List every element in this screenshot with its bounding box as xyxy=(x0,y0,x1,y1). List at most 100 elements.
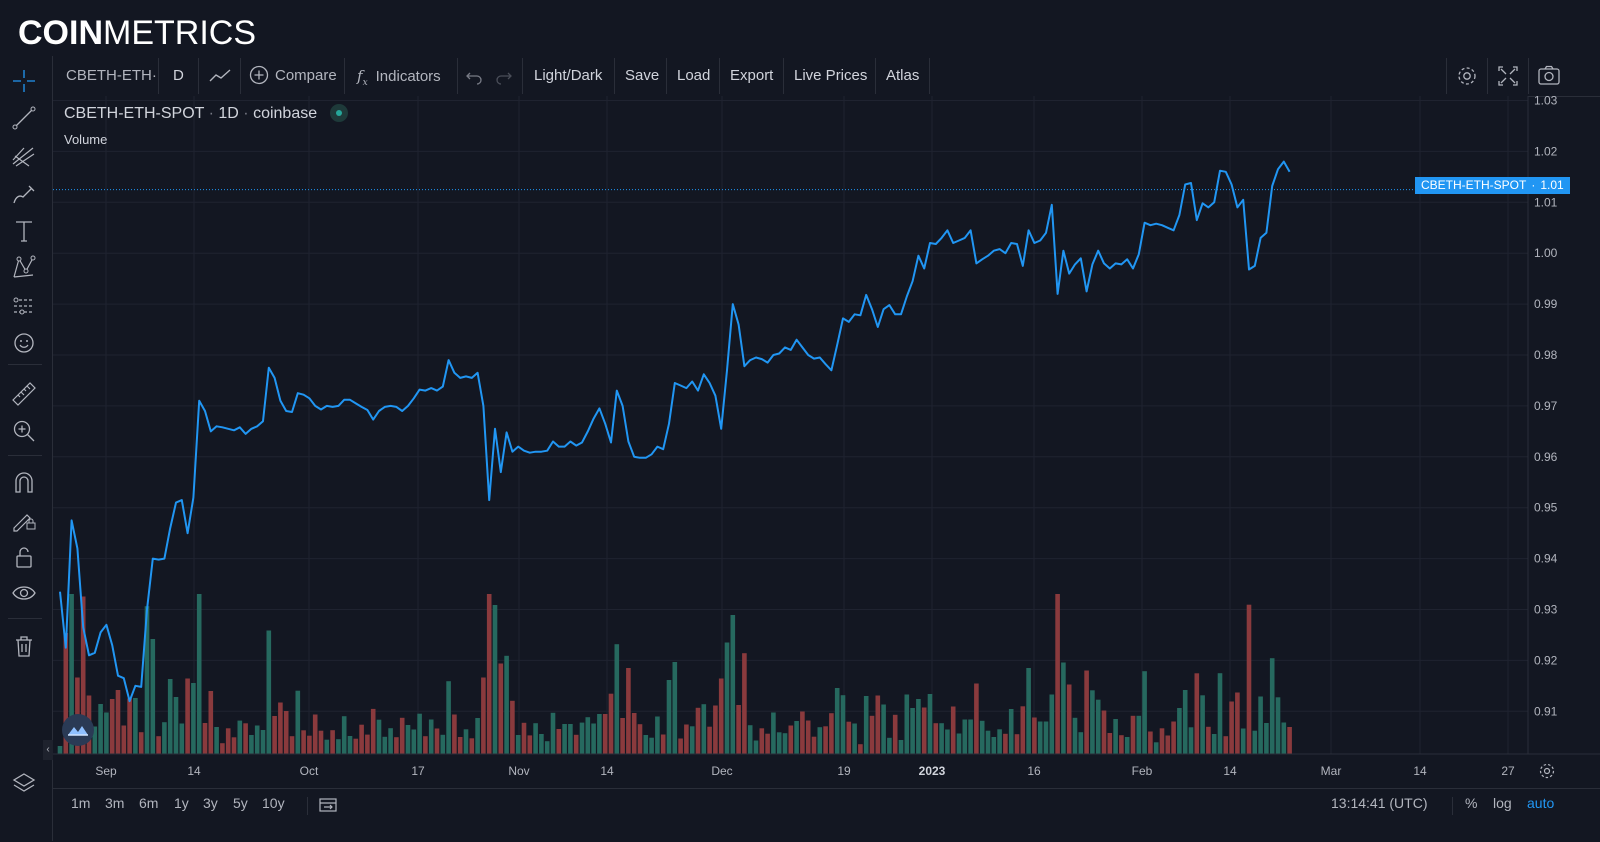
range-10y[interactable]: 10y xyxy=(262,795,285,811)
toolbar-divider xyxy=(1446,58,1447,94)
volume-bar xyxy=(782,733,788,754)
time-tick-label: 16 xyxy=(1027,764,1041,778)
toolbar-divider xyxy=(666,58,667,94)
volume-bar xyxy=(330,730,335,754)
volume-bar xyxy=(1206,726,1211,754)
percent-scale-toggle[interactable]: % xyxy=(1465,795,1478,811)
volume-bar xyxy=(1043,721,1049,754)
time-axis[interactable]: Sep 14 Oct 17 Nov 14 Dec 19 2023 16 Feb 14 Mar 14 27 xyxy=(53,753,1600,778)
text-tool[interactable] xyxy=(10,217,38,245)
layers-icon xyxy=(12,773,36,792)
remove-tool[interactable] xyxy=(10,632,38,660)
volume-bar xyxy=(121,725,127,754)
volume-bar xyxy=(585,717,591,754)
tradingview-logo-icon[interactable] xyxy=(62,714,94,746)
volume-bar xyxy=(794,721,799,754)
volume-bar xyxy=(724,642,730,754)
volume-bar xyxy=(1240,728,1246,754)
series-legend[interactable]: CBETH-ETH-SPOT · 1D · coinbase xyxy=(64,104,348,123)
volume-bar xyxy=(231,737,237,754)
price-series xyxy=(59,160,1291,703)
date-range-button[interactable] xyxy=(318,795,338,815)
volume-bar xyxy=(898,740,904,754)
brush-tool[interactable] xyxy=(10,180,38,208)
volume-bar xyxy=(927,694,933,754)
volume-bar xyxy=(1003,733,1008,754)
icons-tool[interactable] xyxy=(10,329,38,357)
range-1y[interactable]: 1y xyxy=(174,795,189,811)
indicators-button[interactable]: fx Indicators xyxy=(357,56,441,96)
zoom-tool[interactable] xyxy=(10,417,38,445)
toolbar-divider xyxy=(8,618,42,619)
range-3y[interactable]: 3y xyxy=(203,795,218,811)
pencil-lock-icon xyxy=(13,514,36,532)
save-button[interactable]: Save xyxy=(625,67,660,84)
volume-bar xyxy=(1258,696,1263,754)
range-3m[interactable]: 3m xyxy=(105,795,125,811)
measure-tool[interactable] xyxy=(10,380,38,408)
volume-bar xyxy=(800,711,805,754)
volume-bar xyxy=(214,727,219,754)
fullscreen-button[interactable] xyxy=(1496,56,1520,96)
export-button[interactable]: Export xyxy=(730,67,774,84)
utc-clock[interactable]: 13:14:41 (UTC) xyxy=(1331,795,1428,811)
volume-bar xyxy=(1090,690,1095,754)
time-tick-label: 14 xyxy=(600,764,614,778)
settings-button[interactable] xyxy=(1455,56,1479,96)
logo-bold: COIN xyxy=(18,14,103,52)
auto-scale-toggle[interactable]: auto xyxy=(1527,795,1555,811)
volume-bar xyxy=(104,712,109,754)
redo-button[interactable] xyxy=(494,56,514,96)
volume-bar xyxy=(1223,736,1229,754)
range-5y[interactable]: 5y xyxy=(233,795,248,811)
volume-bar xyxy=(631,713,637,754)
magnet-tool[interactable] xyxy=(10,468,38,496)
atlas-button[interactable]: Atlas xyxy=(886,67,920,84)
fib-tool[interactable] xyxy=(10,142,38,170)
interval-button[interactable]: D xyxy=(173,67,184,84)
snapshot-button[interactable] xyxy=(1537,56,1561,96)
volume-bar xyxy=(440,734,446,754)
range-6m[interactable]: 6m xyxy=(139,795,159,811)
crosshair-tool[interactable] xyxy=(10,67,38,95)
volume-bar xyxy=(892,714,898,754)
live-prices-button[interactable]: Live Prices xyxy=(794,67,868,84)
object-tree-tool[interactable] xyxy=(10,770,38,798)
time-tick-label: Oct xyxy=(300,764,319,778)
toolbar-divider xyxy=(198,58,199,94)
hide-tool[interactable] xyxy=(10,580,38,608)
symbol-search-button[interactable]: CBETH-ETH· xyxy=(66,67,157,84)
chart-style-button[interactable] xyxy=(208,56,234,96)
volume-bar xyxy=(394,737,399,754)
volume-bar xyxy=(1200,695,1205,754)
lock-tool[interactable] xyxy=(10,543,38,571)
prediction-tool[interactable] xyxy=(10,292,38,320)
trend-line-tool[interactable] xyxy=(10,104,38,132)
log-scale-toggle[interactable]: log xyxy=(1493,795,1512,811)
undo-button[interactable] xyxy=(466,56,486,96)
volume-bar xyxy=(968,719,973,754)
volume-bar xyxy=(649,737,654,754)
stay-drawing-tool[interactable] xyxy=(10,506,38,534)
range-1m[interactable]: 1m xyxy=(71,795,91,811)
load-button[interactable]: Load xyxy=(677,67,711,84)
price-axis[interactable]: 1.03 1.02 1.01 1.00 0.99 0.98 0.97 0.96 0.95 0.94… xyxy=(1527,94,1558,755)
collapse-toolbar-button[interactable]: ‹ xyxy=(43,740,53,760)
volume-bar xyxy=(539,734,544,754)
volume-bar xyxy=(655,716,660,754)
volume-bar xyxy=(133,698,138,754)
pattern-tool[interactable] xyxy=(10,253,38,281)
volume-bar xyxy=(324,739,330,754)
time-tick-label: 14 xyxy=(1413,764,1427,778)
volume-bar xyxy=(504,655,509,754)
light-dark-button[interactable]: Light/Dark xyxy=(534,67,603,84)
price-tag-label: CBETH-ETH-SPOT xyxy=(1421,178,1527,192)
time-tick-label: 14 xyxy=(187,764,201,778)
text-icon xyxy=(16,221,32,242)
compare-button[interactable]: Compare xyxy=(249,56,337,96)
axis-settings-button[interactable] xyxy=(1538,762,1556,780)
volume-legend[interactable]: Volume xyxy=(64,132,108,147)
volume-bar xyxy=(1136,715,1142,754)
volume-bar xyxy=(417,713,422,754)
